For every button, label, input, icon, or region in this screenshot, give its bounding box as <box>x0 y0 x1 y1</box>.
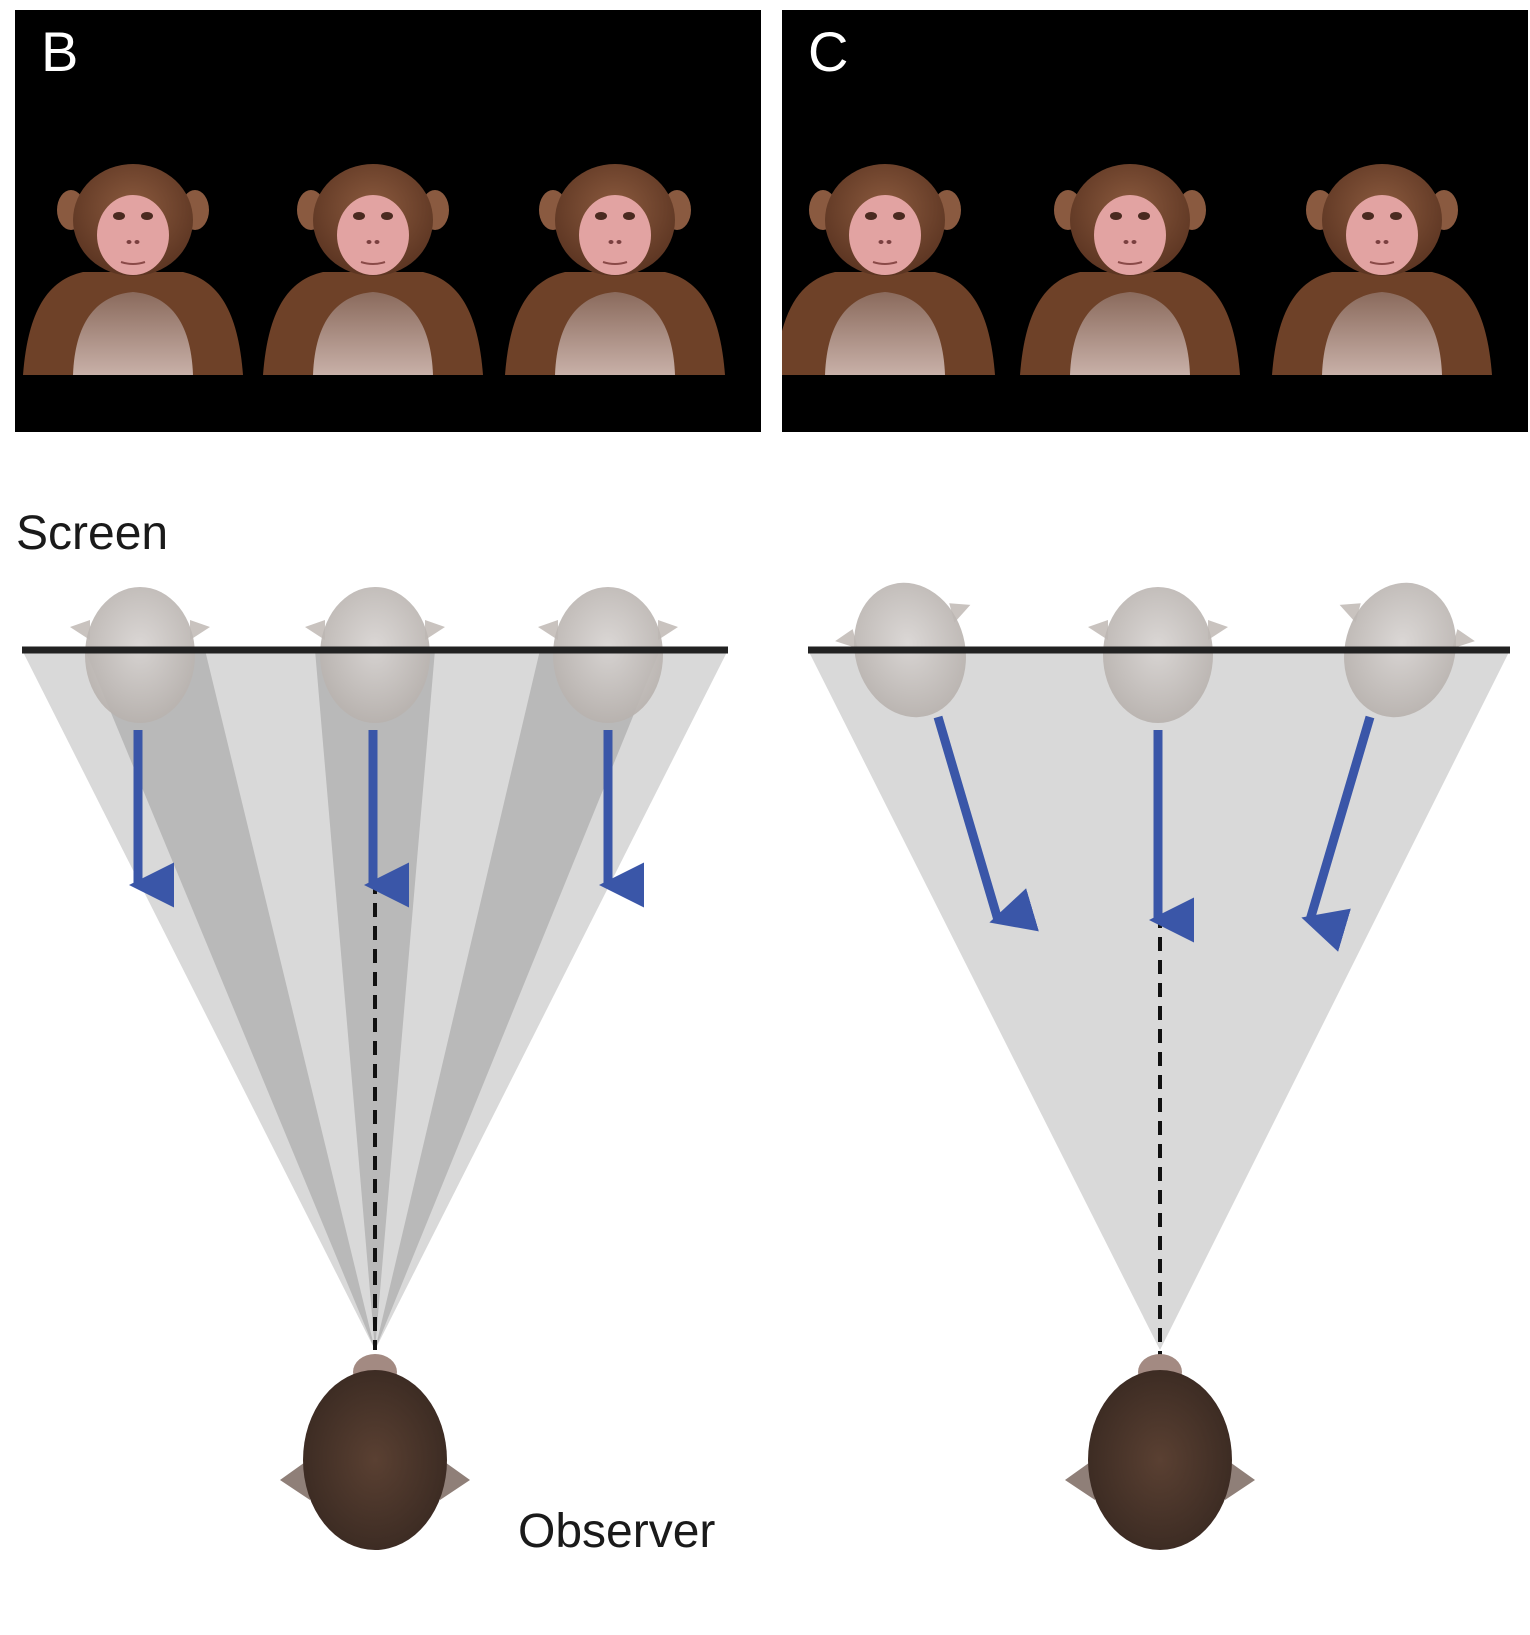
left-stimulus-heads <box>70 587 678 723</box>
left-observer-head <box>280 1354 470 1550</box>
panel-c-monkeys <box>782 164 1492 375</box>
panel-c-monkey-1 <box>782 164 995 375</box>
panel-b-monkey-3 <box>505 164 725 375</box>
left-head-1 <box>70 587 210 723</box>
observer-label: Observer <box>518 1505 716 1558</box>
panel-c-letter: C <box>808 20 849 83</box>
left-head-2 <box>305 587 445 723</box>
panel-b-monkey-1 <box>23 164 243 375</box>
panel-b-stimulus: B <box>15 10 761 432</box>
left-cone-3 <box>375 650 660 1350</box>
right-head-2 <box>1088 587 1228 723</box>
right-stimulus-heads <box>835 582 1475 723</box>
left-head-3 <box>538 587 678 723</box>
screen-label: Screen <box>16 507 169 560</box>
panel-b-monkey-2 <box>263 164 483 375</box>
panel-c-monkey-3 <box>1272 164 1492 375</box>
panel-c-monkey-2 <box>1020 164 1240 375</box>
right-gaze-arrows <box>933 715 1375 952</box>
right-gaze-arrow-3 <box>1301 715 1375 952</box>
panel-b-monkeys <box>23 164 725 375</box>
panel-b-letter: B <box>41 20 79 83</box>
panel-c-stimulus: C <box>782 10 1528 432</box>
left-cone-1 <box>85 650 375 1350</box>
right-gaze-arrow-1 <box>933 715 1039 932</box>
left-gaze-arrows <box>129 730 644 908</box>
right-observer-head <box>1065 1354 1255 1550</box>
